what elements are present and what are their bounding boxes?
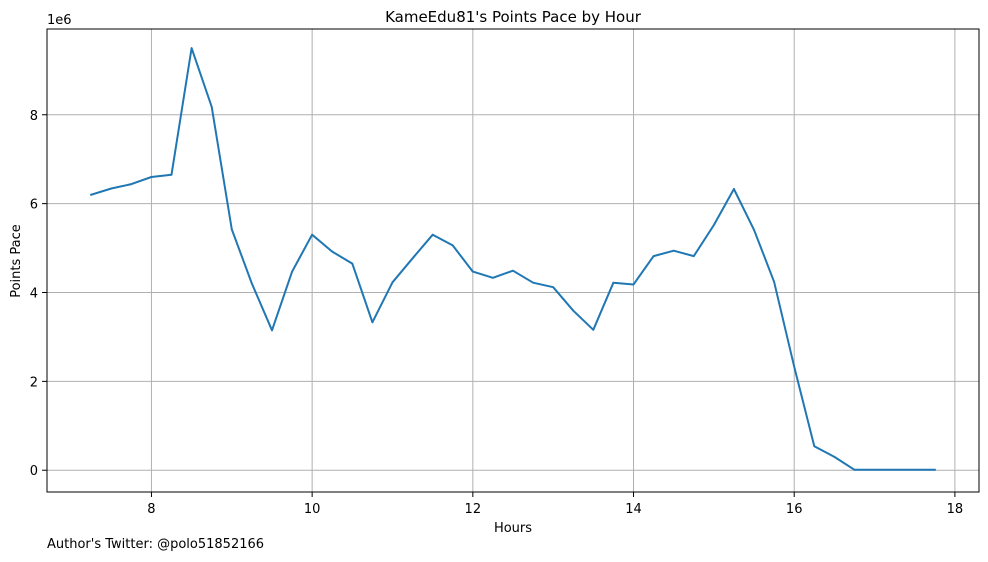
data-point bbox=[472, 270, 474, 273]
data-point bbox=[552, 286, 554, 288]
data-point bbox=[90, 193, 92, 196]
data-point bbox=[632, 283, 635, 286]
data-point bbox=[893, 468, 896, 471]
y-tick-label: 8 bbox=[30, 109, 38, 124]
data-point bbox=[572, 309, 575, 312]
data-point bbox=[371, 321, 374, 324]
data-point bbox=[873, 468, 876, 471]
data-point bbox=[271, 329, 273, 332]
y-axis-ticks: 0 2 4 6 8 bbox=[30, 109, 47, 479]
series-layer bbox=[89, 47, 936, 471]
data-point bbox=[110, 187, 113, 190]
data-point bbox=[150, 176, 153, 178]
x-tick-label: 18 bbox=[947, 502, 964, 517]
data-point bbox=[773, 281, 775, 283]
x-axis-label: Hours bbox=[494, 521, 532, 536]
plot-frame bbox=[46, 28, 980, 493]
y-tick-label: 4 bbox=[30, 286, 38, 301]
data-point bbox=[451, 244, 454, 247]
data-point bbox=[813, 445, 816, 448]
x-tick-label: 12 bbox=[465, 502, 482, 517]
data-point bbox=[331, 250, 334, 253]
data-point bbox=[230, 228, 233, 231]
chart-title: KameEdu81's Points Pace by Hour bbox=[385, 8, 642, 26]
data-point bbox=[652, 255, 655, 257]
data-point bbox=[612, 281, 615, 284]
data-point bbox=[512, 269, 514, 272]
data-point bbox=[170, 173, 173, 176]
y-axis-offset-label: 1e6 bbox=[47, 13, 72, 28]
y-tick-label: 0 bbox=[30, 464, 38, 479]
data-point bbox=[833, 456, 836, 458]
data-point bbox=[351, 262, 354, 265]
data-point bbox=[431, 233, 434, 236]
data-point bbox=[210, 105, 213, 108]
data-point bbox=[311, 233, 313, 236]
data-point bbox=[853, 468, 856, 471]
data-point bbox=[291, 270, 293, 273]
data-point bbox=[251, 282, 253, 285]
data-point bbox=[713, 224, 715, 226]
grid-lines bbox=[47, 29, 979, 492]
data-point bbox=[592, 329, 595, 331]
y-axis-label: Points Pace bbox=[9, 224, 24, 298]
x-axis-ticks: 8 10 12 14 16 18 bbox=[147, 492, 963, 517]
y-tick-label: 2 bbox=[30, 375, 38, 390]
author-twitter-note: Author's Twitter: @polo51852166 bbox=[47, 537, 265, 552]
data-point bbox=[733, 188, 735, 190]
data-point bbox=[692, 255, 695, 257]
data-point bbox=[934, 468, 936, 471]
data-point bbox=[190, 47, 193, 49]
y-tick-label: 6 bbox=[30, 198, 38, 213]
data-point bbox=[130, 183, 133, 185]
data-point bbox=[753, 229, 755, 231]
data-point bbox=[391, 281, 394, 284]
x-tick-label: 16 bbox=[786, 502, 803, 517]
data-point bbox=[411, 257, 414, 260]
data-point bbox=[793, 365, 796, 368]
data-point bbox=[492, 277, 494, 279]
data-point bbox=[672, 249, 675, 252]
x-tick-label: 10 bbox=[304, 502, 321, 517]
data-point bbox=[913, 468, 916, 471]
data-point bbox=[532, 281, 534, 284]
x-tick-label: 8 bbox=[147, 502, 155, 517]
x-tick-label: 14 bbox=[625, 502, 642, 517]
